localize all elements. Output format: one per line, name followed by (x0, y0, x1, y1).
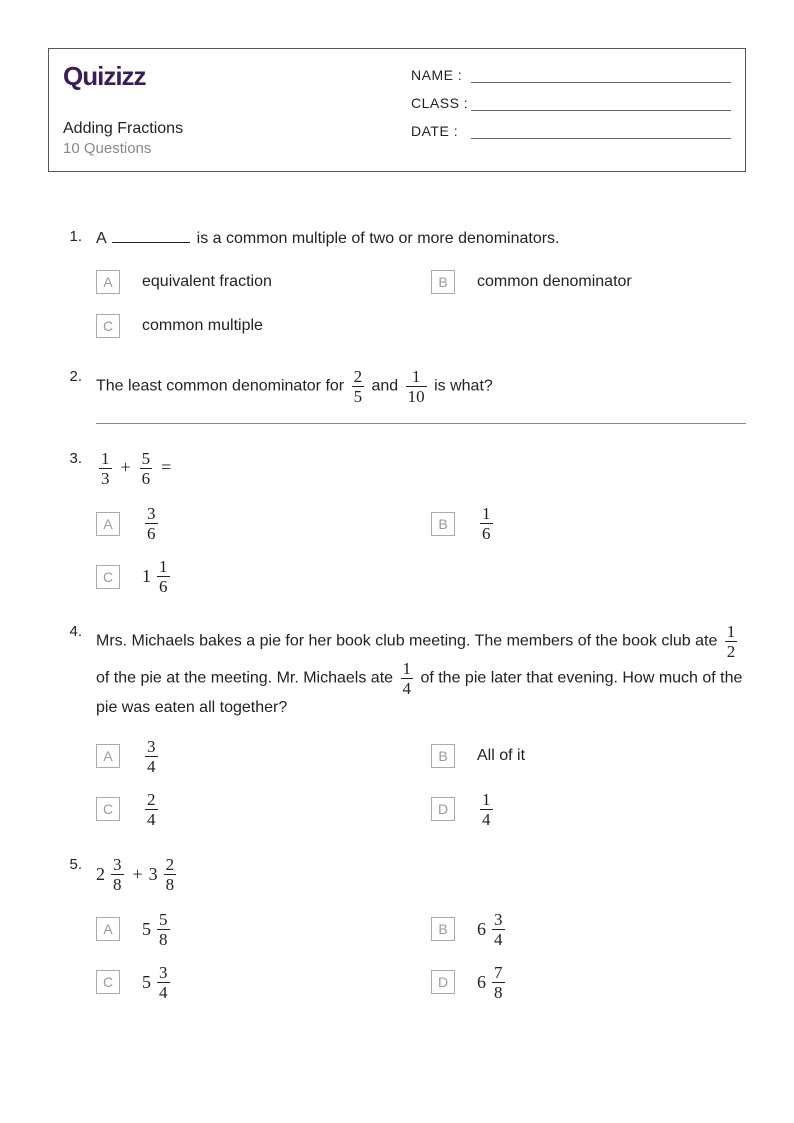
question-number: 2. (48, 368, 96, 405)
name-row: NAME : (411, 65, 731, 83)
name-field[interactable] (471, 65, 731, 83)
question-row: 4.Mrs. Michaels bakes a pie for her book… (48, 623, 746, 719)
option-text: 36 (142, 505, 161, 542)
option-letter: A (96, 270, 120, 294)
question-body: The least common denominator for 25 and … (96, 368, 746, 405)
option-text: All of it (477, 747, 525, 765)
option[interactable]: Ccommon multiple (96, 312, 411, 340)
option-letter: B (431, 917, 455, 941)
option[interactable]: B 634 (431, 911, 746, 948)
quiz-title: Adding Fractions (63, 120, 183, 138)
option-letter: D (431, 797, 455, 821)
question-row: 5.238+328 (48, 856, 746, 893)
questions-container: 1.A is a common multiple of two or more … (48, 228, 746, 1001)
worksheet-page: Quizizz Adding Fractions 10 Questions NA… (0, 0, 794, 1077)
option-text: 16 (477, 505, 496, 542)
option-letter: B (431, 512, 455, 536)
option[interactable]: D 678 (431, 964, 746, 1001)
header-left: Quizizz Adding Fractions 10 Questions (63, 61, 183, 157)
option[interactable]: B 16 (431, 505, 746, 542)
option[interactable]: A 36 (96, 505, 411, 542)
options-grid: Aequivalent fraction Bcommon denominator C… (96, 268, 746, 340)
class-row: CLASS : (411, 93, 731, 111)
option-text: 558 (142, 911, 173, 948)
option[interactable]: B All of it (431, 738, 746, 775)
option-letter: B (431, 270, 455, 294)
option-text: 116 (142, 558, 173, 595)
question-body: Mrs. Michaels bakes a pie for her book c… (96, 623, 746, 719)
option[interactable]: C 116 (96, 558, 411, 595)
question-body: 13+56= (96, 450, 746, 487)
option[interactable]: C 534 (96, 964, 411, 1001)
option-letter: C (96, 970, 120, 994)
option-text: 534 (142, 964, 173, 1001)
fill-blank[interactable] (112, 229, 190, 243)
question-body: 238+328 (96, 856, 746, 893)
option-text: 14 (477, 791, 496, 828)
option-text: 634 (477, 911, 508, 948)
option[interactable]: D 14 (431, 791, 746, 828)
question-row: 2.The least common denominator for 25 an… (48, 368, 746, 405)
class-field[interactable] (471, 93, 731, 111)
option-text: 678 (477, 964, 508, 1001)
date-row: DATE : (411, 121, 731, 139)
options-grid: A 34 B All of it C 24 D 14 (96, 738, 746, 828)
name-label: NAME : (411, 67, 471, 83)
option-letter: C (96, 314, 120, 338)
options-grid: A 558 B 634 C 534 D 678 (96, 911, 746, 1001)
options-grid: A 36 B 16 C 116 (96, 505, 746, 595)
date-field[interactable] (471, 121, 731, 139)
option-letter: A (96, 917, 120, 941)
answer-line[interactable] (96, 423, 746, 424)
option[interactable]: Aequivalent fraction (96, 268, 411, 296)
option-text: common multiple (142, 317, 263, 335)
option[interactable]: Bcommon denominator (431, 268, 746, 296)
option-text: 24 (142, 791, 161, 828)
question-number: 4. (48, 623, 96, 719)
header-box: Quizizz Adding Fractions 10 Questions NA… (48, 48, 746, 172)
date-label: DATE : (411, 123, 471, 139)
quiz-subtitle: 10 Questions (63, 140, 183, 157)
option[interactable]: A 558 (96, 911, 411, 948)
option-letter: D (431, 970, 455, 994)
option[interactable]: C 24 (96, 791, 411, 828)
option-text: common denominator (477, 273, 632, 291)
option[interactable]: A 34 (96, 738, 411, 775)
option-letter: A (96, 744, 120, 768)
option-letter: A (96, 512, 120, 536)
question-number: 3. (48, 450, 96, 487)
question-row: 1.A is a common multiple of two or more … (48, 228, 746, 250)
option-text: equivalent fraction (142, 273, 272, 291)
option-text: 34 (142, 738, 161, 775)
quizizz-logo: Quizizz (63, 61, 183, 92)
question-number: 1. (48, 228, 96, 250)
option-letter: B (431, 744, 455, 768)
question-number: 5. (48, 856, 96, 893)
question-body: A is a common multiple of two or more de… (96, 228, 746, 250)
option-letter: C (96, 565, 120, 589)
header-right: NAME : CLASS : DATE : (411, 61, 731, 157)
question-row: 3.13+56= (48, 450, 746, 487)
class-label: CLASS : (411, 95, 471, 111)
option-letter: C (96, 797, 120, 821)
